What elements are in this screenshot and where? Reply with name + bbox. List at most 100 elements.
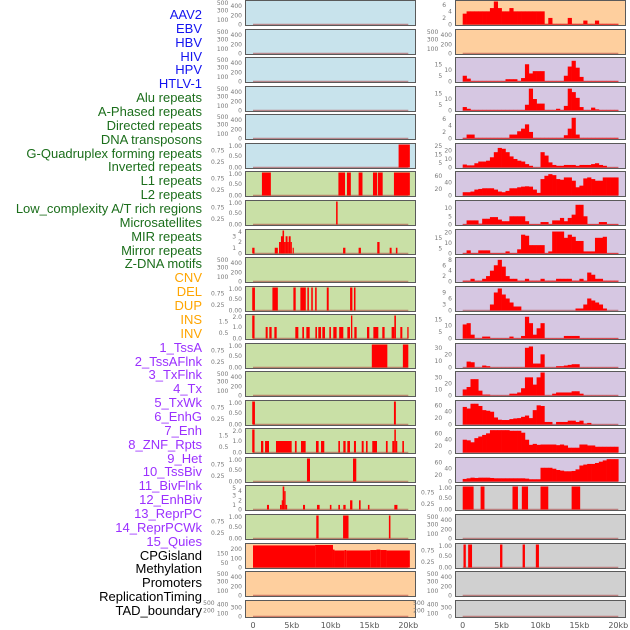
data-bar [470,379,475,396]
y-tick-label: 0 [238,251,242,258]
data-bar [579,444,584,453]
data-bar [493,252,499,254]
data-bar [602,236,607,254]
data-bar [371,344,388,368]
y-tick-label: 40 [444,437,452,444]
y-tick-label: 0.50 [229,524,243,531]
data-bar [575,391,580,396]
y-tick-label: 400 [231,117,243,124]
y-tick-label: 1.0 [232,324,242,331]
data-bar [571,236,576,254]
y-tick-label: 0.75 [211,290,225,297]
data-bar [587,137,592,139]
data-bar [571,364,576,368]
data-bar [610,23,615,25]
data-bar [556,445,561,453]
y-tick-label: 0 [238,593,242,600]
data-bar [587,272,592,282]
data-bar [552,393,557,396]
panel-border [455,514,626,540]
track-label: EBV [175,20,202,36]
y-tick-label: 6 [448,296,452,303]
y-tick-label: 0 [238,279,242,286]
data-bar [470,191,475,196]
y-tick-label: 15 [435,152,443,159]
data-bar [579,23,584,25]
data-bar [350,500,353,510]
y-tick-label: 0 [238,136,242,143]
panel-background [245,143,416,169]
data-bar [579,185,584,196]
data-bar [350,287,353,311]
data-bar [474,109,479,111]
data-bar [524,104,530,111]
data-bar [486,276,491,282]
panel-background [245,571,416,597]
data-bar [300,287,306,311]
y-tick-label: 40 [444,179,452,186]
data-bar [517,418,522,425]
y-tick-label: 500 [217,57,229,64]
data-bar [462,439,467,453]
data-bar [583,304,588,311]
y-tick-label: 4 [238,488,242,495]
data-bar [470,477,475,482]
left-panel-19: 0.00 0.25 0.50 0.75 1.00 [211,514,416,543]
y-tick-label: 0.0 [232,450,242,457]
data-bar [361,441,364,453]
panel-border [245,571,416,597]
data-bar [587,298,592,311]
data-bar [521,335,526,339]
y-tick-label: 200 [231,12,243,19]
data-bar [575,67,580,82]
y-tick-label: 400 [231,574,243,581]
y-tick-label: 100 [217,274,229,281]
data-bar [544,23,549,25]
data-bar [591,80,596,82]
data-bar [391,327,395,339]
data-bar [474,403,479,425]
data-bar [544,222,549,225]
data-bar [462,137,467,139]
data-bar [606,137,611,139]
track-label: HPV [175,62,202,78]
data-bar [343,247,346,254]
y-tick-label: 0.00 [229,308,243,315]
y-tick-label: 0.00 [229,365,243,372]
data-bar [532,11,537,25]
data-bar [575,97,580,111]
y-tick-label: 100 [427,588,439,595]
y-tick-label: 100 [217,74,229,81]
data-bar [478,109,483,111]
data-bar [489,477,495,482]
panel-background [245,257,416,283]
data-bar [266,504,269,510]
data-bar [536,444,541,453]
data-bar [505,430,510,453]
track-label: CPGisland [139,547,202,563]
data-bar [344,550,347,568]
y-tick-label: 200 [441,526,453,533]
data-bar [282,230,285,254]
panel-border [455,286,626,312]
data-bar [567,364,572,368]
data-bar [521,78,526,82]
data-bar [517,187,522,196]
data-bar [559,23,565,25]
data-bar [528,444,534,453]
y-tick-label: 0 [238,108,242,115]
data-bar [532,334,537,339]
data-bar [598,222,604,225]
data-bar [614,23,619,25]
data-bar [614,446,619,453]
data-bar [343,504,346,510]
data-bar [532,410,537,425]
data-bar [536,280,541,282]
y-tick-label: 9 [442,290,446,297]
data-bar [591,274,596,282]
data-bar [548,17,553,25]
data-bar [606,459,611,482]
